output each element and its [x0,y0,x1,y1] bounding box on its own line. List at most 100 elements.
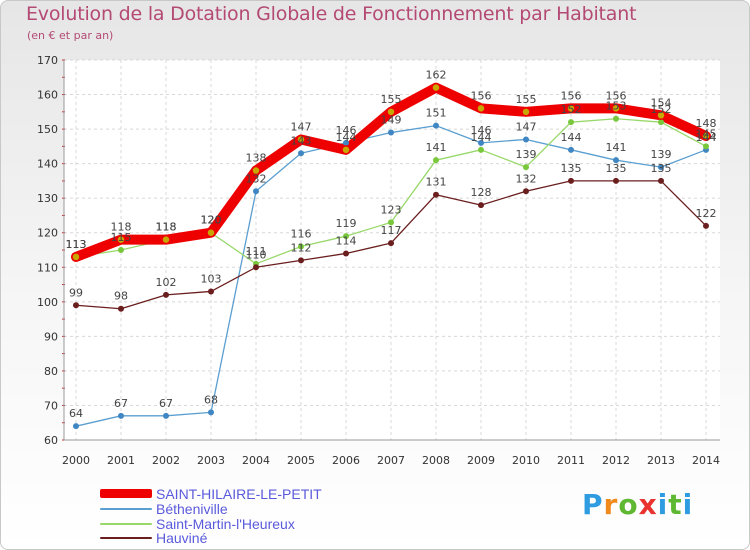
data-point-0 [656,110,666,121]
data-point-2 [118,247,124,253]
data-label-2: 152 [561,103,582,116]
data-label-1: 67 [159,397,173,410]
data-point-3 [658,177,664,184]
data-label-3: 122 [696,207,717,220]
data-point-0 [71,252,81,262]
y-tick-label: 140 [37,158,58,171]
y-tick-label: 90 [44,330,58,343]
data-label-2: 144 [471,131,492,144]
x-tick-label: 2007 [377,454,405,467]
y-tick-label: 100 [37,296,58,309]
data-point-2 [658,119,664,126]
data-label-1: 144 [696,131,717,144]
data-point-0 [116,234,126,245]
data-label-0: 118 [156,221,177,234]
data-label-1: 149 [381,114,402,127]
data-label-3: 103 [201,272,222,285]
data-point-2 [478,146,484,153]
data-label-1: 147 [516,120,537,133]
legend-swatch-hauvine [100,536,152,539]
data-label-2: 139 [516,148,537,161]
data-label-2: 115 [111,231,132,244]
data-point-2 [613,115,619,122]
data-label-2: 111 [246,245,267,258]
y-tick-label: 130 [37,192,58,205]
data-point-2 [343,233,349,240]
data-label-3: 98 [114,290,128,303]
data-point-1 [388,129,394,136]
data-label-3: 114 [336,234,357,247]
data-point-1 [298,150,304,157]
y-tick-label: 170 [37,54,58,67]
data-label-1: 64 [69,407,83,420]
data-label-3: 99 [69,286,83,299]
data-label-0: 156 [561,89,582,102]
legend-label-hauvine: Hauviné [156,529,208,546]
data-point-3 [73,302,79,309]
data-point-3 [478,202,484,209]
legend-label-betheniville: Bétheniville [156,500,228,517]
data-label-0: 155 [516,93,537,106]
data-point-1 [478,139,484,146]
data-label-1: 132 [246,172,267,185]
data-label-2: 119 [336,217,357,230]
x-tick-label: 2002 [152,454,180,467]
y-tick-label: 110 [37,261,58,274]
data-point-1 [568,146,574,153]
y-tick-label: 60 [44,434,58,447]
data-point-1 [208,409,214,416]
data-label-3: 131 [426,176,447,189]
data-label-0: 138 [246,152,267,165]
data-point-0 [476,103,486,114]
legend-label-saint-martin: Saint-Martin-l'Heureux [156,515,295,532]
y-tick-label: 160 [37,89,58,102]
data-point-3 [523,188,529,195]
data-label-0: 148 [696,117,717,130]
data-label-0: 113 [66,238,87,251]
data-label-1: 151 [426,107,447,120]
legend-item-saint-hilaire: SAINT-HILAIRE-LE-PETIT [100,486,322,502]
chart-subtitle: (en € et par an) [27,29,114,42]
logo-letter: r [603,488,619,521]
data-point-1 [658,164,664,171]
data-point-3 [568,177,574,184]
data-point-0 [161,234,171,245]
data-label-2: 153 [606,100,627,113]
data-label-0: 156 [606,89,627,102]
y-tick-label: 150 [37,123,58,136]
logo-letter: t [668,488,683,521]
data-label-1: 146 [336,124,357,137]
data-point-1 [343,139,349,146]
data-label-3: 135 [561,162,582,175]
data-point-2 [568,119,574,126]
y-tick-label: 70 [44,399,58,412]
data-label-2: 113 [66,238,87,251]
legend-swatch-saint-hilaire [100,489,152,498]
data-point-1 [253,188,259,195]
data-point-3 [298,257,304,264]
data-point-3 [208,288,214,295]
legend-swatch-betheniville [100,507,152,510]
data-label-1: 67 [114,397,128,410]
data-label-3: 135 [651,162,672,175]
data-label-1: 141 [606,141,627,154]
data-point-2 [523,164,529,171]
logo-letter: i [657,488,669,521]
x-tick-label: 2006 [332,454,360,467]
legend-swatch-saint-martin [100,522,152,525]
data-point-2 [298,243,304,250]
data-label-2: 123 [381,203,402,216]
data-label-2: 145 [696,127,717,140]
data-label-0: 118 [111,221,132,234]
data-label-1: 146 [471,124,492,137]
data-label-2: 120 [201,214,222,227]
y-tick-label: 80 [44,365,58,378]
logo-letter: P [582,488,604,521]
data-point-1 [163,412,169,419]
data-label-2: 152 [651,103,672,116]
data-point-1 [118,412,124,419]
x-tick-label: 2000 [62,454,90,467]
data-point-3 [703,222,709,229]
data-label-0: 147 [291,120,312,133]
